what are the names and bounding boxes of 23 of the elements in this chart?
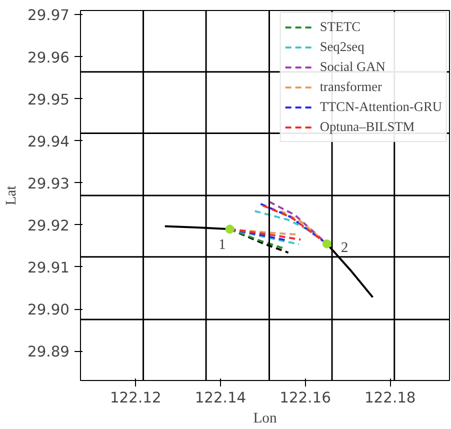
x-axis-title: Lon: [253, 410, 278, 426]
annotation: 1: [218, 237, 226, 254]
legend-label: Social GAN: [320, 59, 386, 75]
y-tick-label: 29.90: [28, 302, 70, 319]
legend-label: Seq2seq: [320, 39, 364, 55]
legend-label: STETC: [320, 19, 361, 35]
annotation: 2: [340, 240, 348, 256]
y-tick-label: 29.94: [28, 133, 70, 150]
legend-label: TTCN-Attention-GRU: [320, 99, 442, 115]
x-tick-label: 122.12: [110, 390, 162, 406]
y-tick-label: 29.95: [28, 91, 70, 108]
y-tick-label: 29.97: [28, 7, 70, 24]
legend-label: Optuna–BILSTM: [320, 119, 415, 135]
y-tick-label: 29.96: [28, 49, 70, 66]
x-tick-label: 122.16: [280, 390, 331, 406]
y-tick-label: 29.93: [28, 175, 70, 192]
x-tick-label: 122.14: [194, 390, 246, 406]
y-axis-title: Lat: [4, 186, 20, 206]
y-tick-label: 29.91: [28, 259, 70, 276]
legend-label: transformer: [320, 79, 382, 95]
y-tick-label: 29.89: [28, 344, 70, 361]
x-tick-label: 122.18: [364, 390, 416, 406]
y-tick-label: 29.92: [28, 217, 70, 234]
